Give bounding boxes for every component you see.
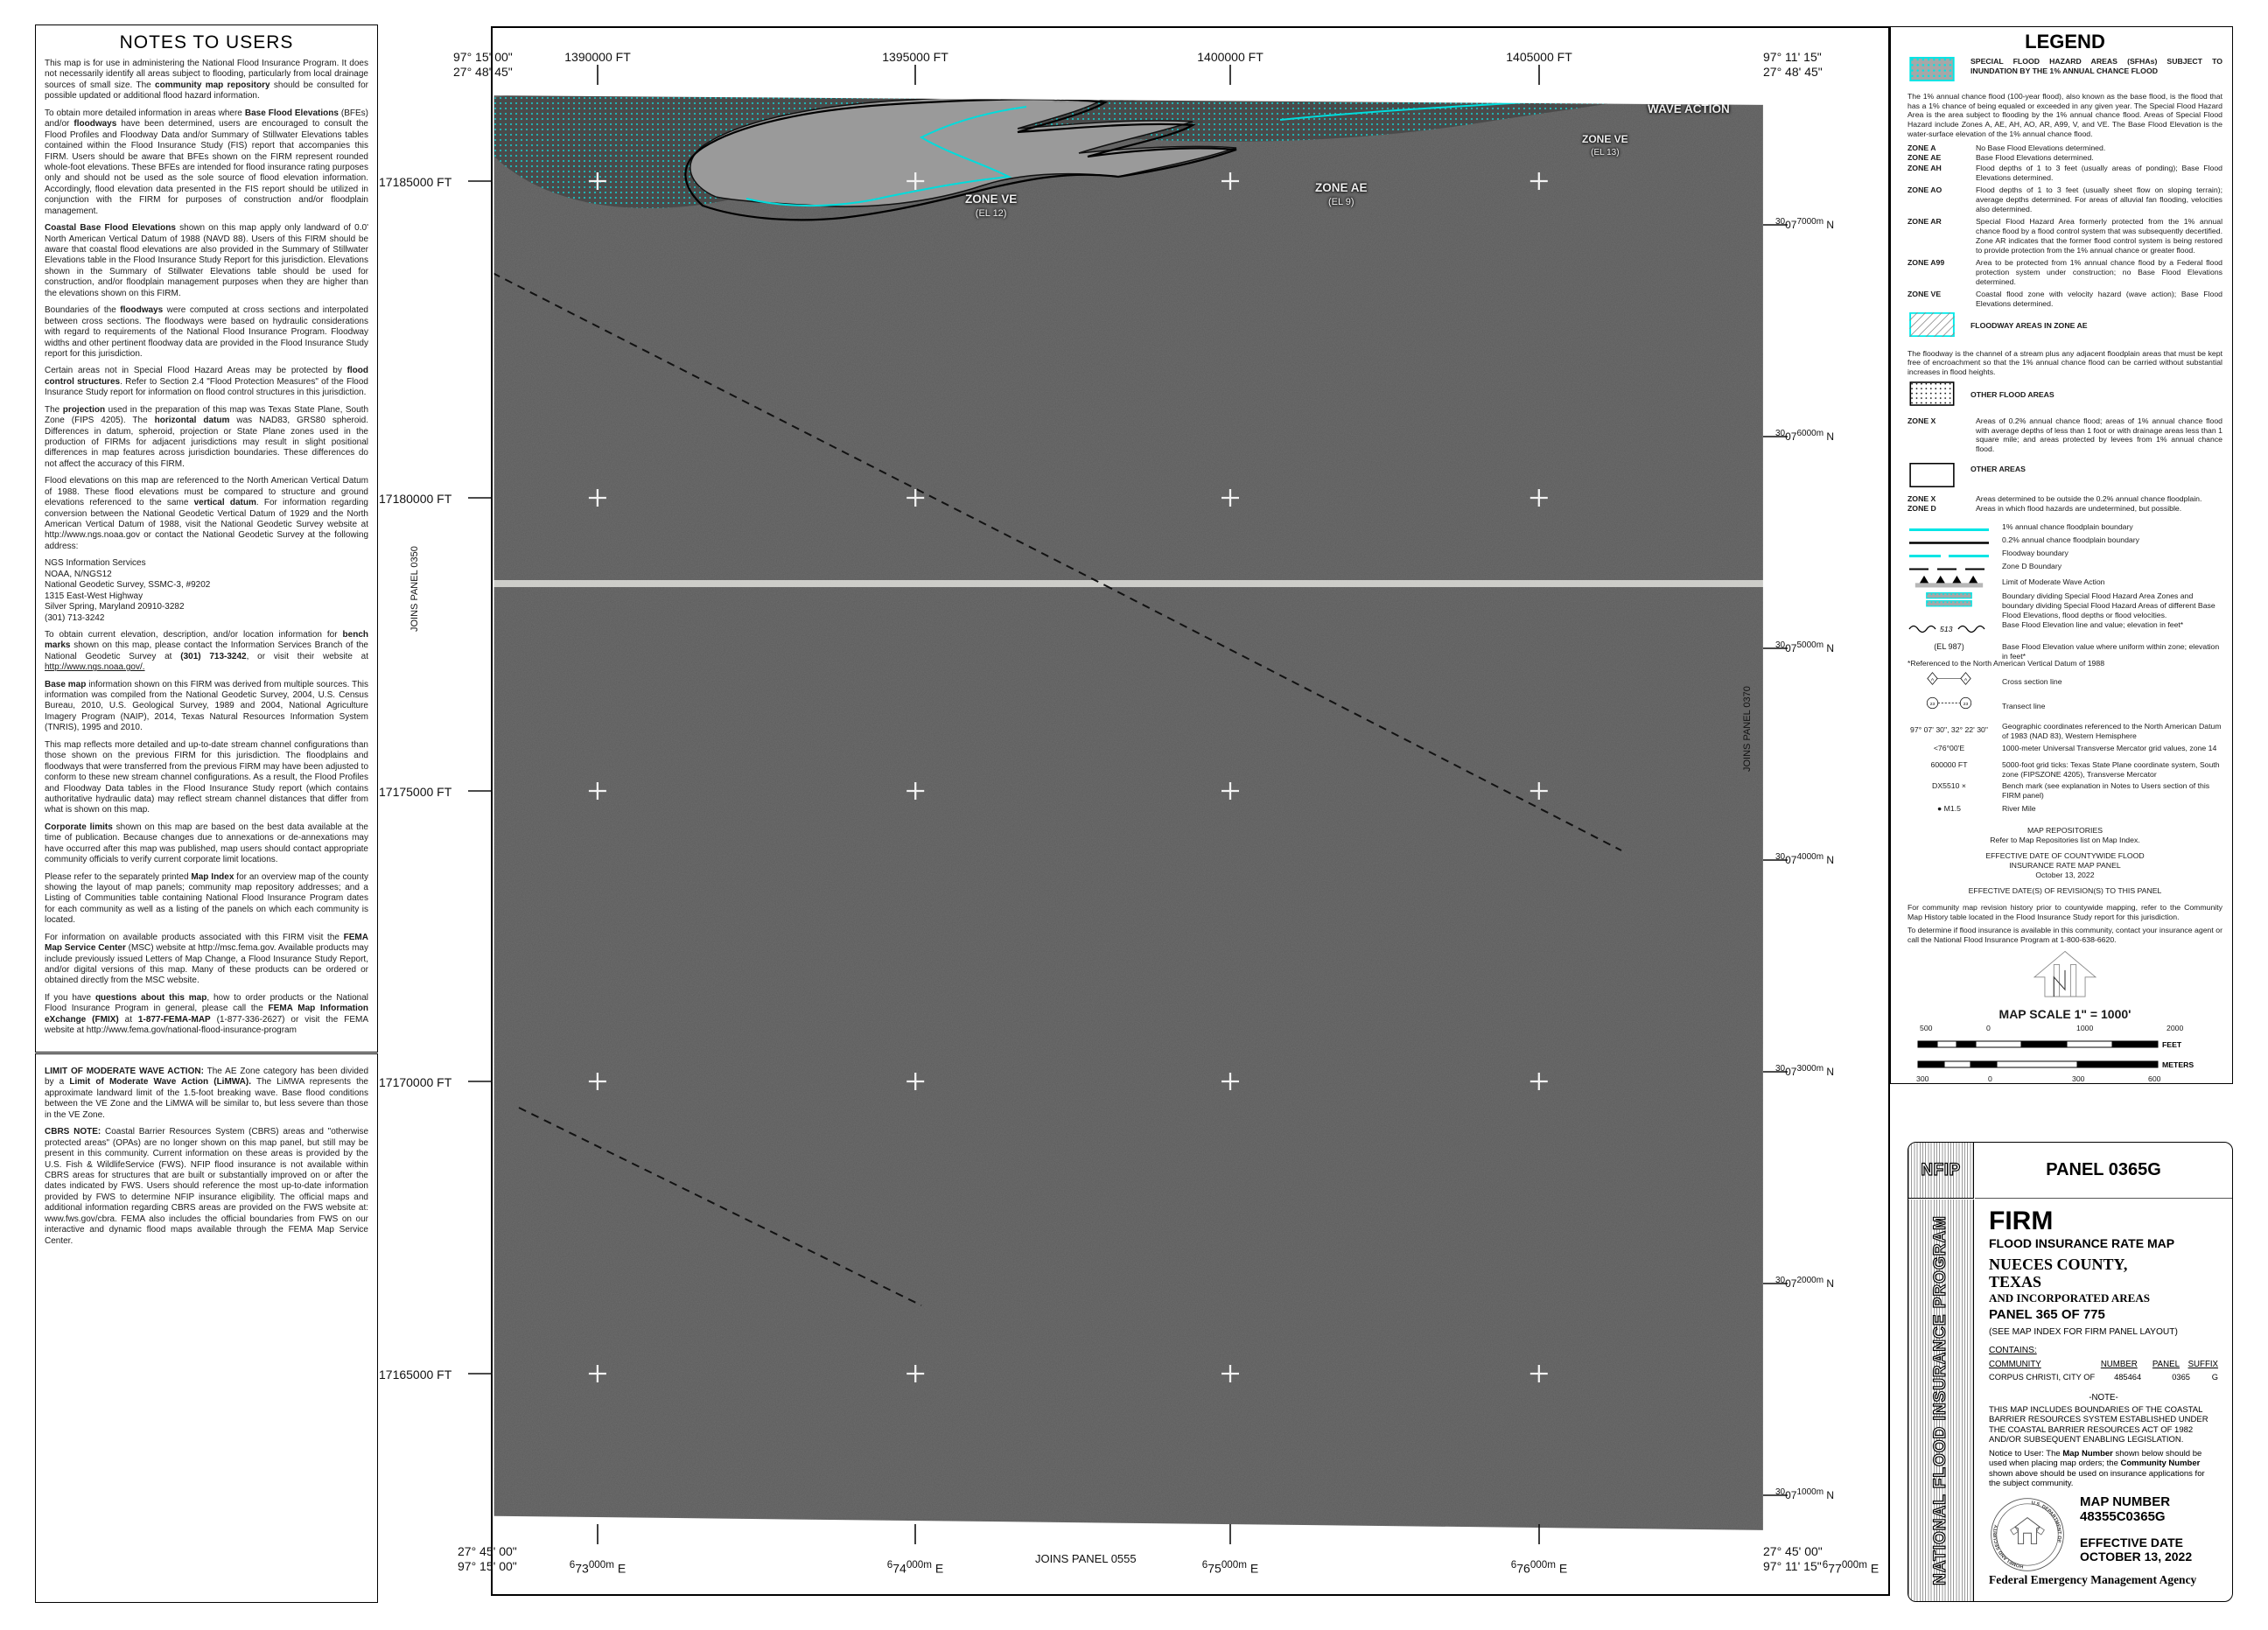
svg-text:A: A [1964,677,1968,682]
svg-text:U.S. DEPARTMENT OF: U.S. DEPARTMENT OF [2031,1501,2062,1543]
svg-text:METERS: METERS [2162,1060,2194,1069]
svg-text:23: 23 [1964,702,1969,707]
svg-text:HOMELAND SECURITY: HOMELAND SECURITY [1993,1524,2024,1569]
svg-text:A: A [1931,677,1935,682]
svg-text:513: 513 [1940,625,1953,633]
svg-text:23: 23 [1930,702,1936,707]
svg-text:FEET: FEET [2162,1040,2182,1049]
